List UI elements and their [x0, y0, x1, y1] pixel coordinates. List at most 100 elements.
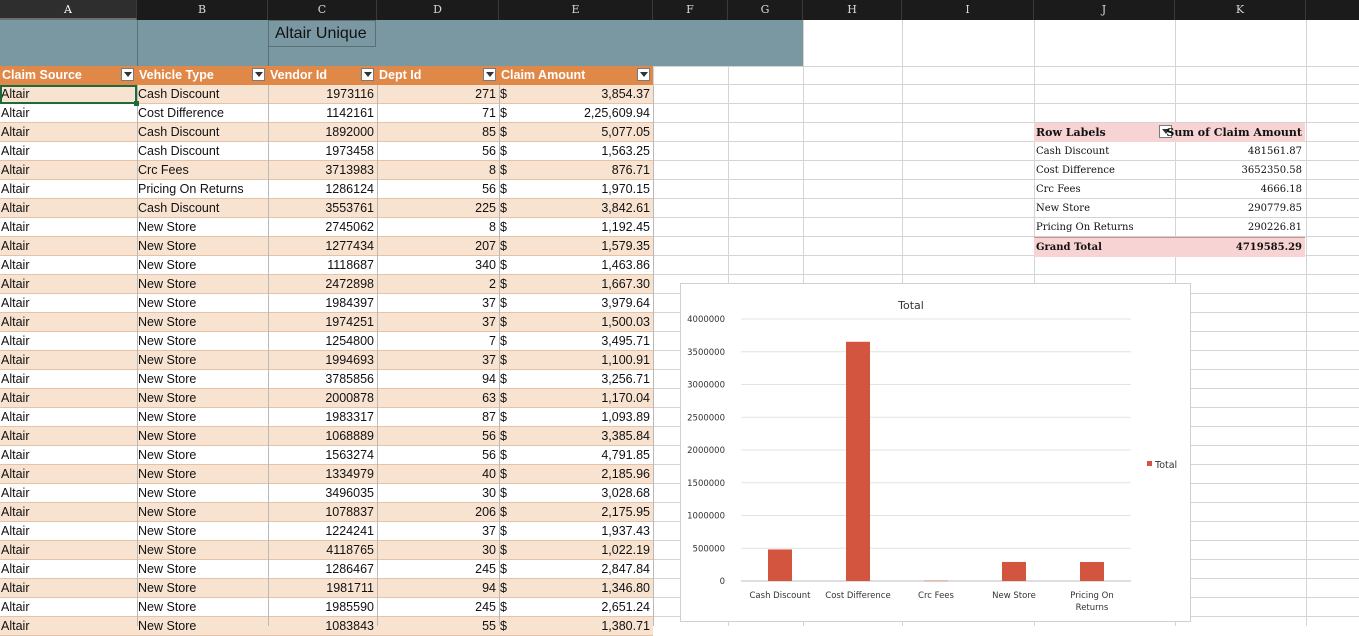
cell-claim-amount[interactable]: 1,463.86: [601, 258, 650, 272]
table-row[interactable]: Altair New Store 4118765 30 $1,022.19: [0, 541, 653, 560]
active-cell-selection[interactable]: [0, 85, 139, 106]
column-header-f[interactable]: F: [653, 0, 728, 20]
banner-title[interactable]: Altair Unique: [268, 20, 376, 47]
cell-currency[interactable]: $: [500, 581, 507, 595]
column-header-k[interactable]: K: [1175, 0, 1306, 20]
cell-dept-id[interactable]: 340: [475, 258, 496, 272]
cell-claim-amount[interactable]: 1,937.43: [601, 524, 650, 538]
cell-currency[interactable]: $: [500, 220, 507, 234]
cell-currency[interactable]: $: [500, 562, 507, 576]
table-row[interactable]: Altair New Store 3785856 94 $3,256.71: [0, 370, 653, 389]
pivot-row-labels-header[interactable]: Row Labels: [1036, 126, 1106, 139]
chart-bar[interactable]: [1080, 561, 1104, 581]
table-row[interactable]: Altair Pricing On Returns 1286124 56 $1,970.…: [0, 180, 653, 199]
cell-vehicle-type[interactable]: Pricing On Returns: [138, 182, 244, 196]
cell-currency[interactable]: $: [500, 182, 507, 196]
table-row[interactable]: Altair Cash Discount 1973458 56 $1,563.25: [0, 142, 653, 161]
cell-dept-id[interactable]: 56: [482, 144, 496, 158]
cell-vehicle-type[interactable]: Cash Discount: [138, 87, 220, 101]
cell-currency[interactable]: $: [500, 448, 507, 462]
table-row[interactable]: Altair Cost Difference 1142161 71 $2,25,609.…: [0, 104, 653, 123]
cell-vehicle-type[interactable]: New Store: [138, 486, 197, 500]
cell-vehicle-type[interactable]: New Store: [138, 581, 197, 595]
cell-claim-source[interactable]: Altair: [1, 353, 30, 367]
table-row[interactable]: Altair New Store 1984397 37 $3,979.64: [0, 294, 653, 313]
cell-vehicle-type[interactable]: New Store: [138, 505, 197, 519]
cell-claim-source[interactable]: Altair: [1, 486, 30, 500]
cell-dept-id[interactable]: 271: [475, 87, 496, 101]
cell-claim-source[interactable]: Altair: [1, 410, 30, 424]
cell-vehicle-type[interactable]: New Store: [138, 258, 197, 272]
cell-vendor-id[interactable]: 1277434: [325, 239, 374, 253]
cell-claim-amount[interactable]: 1,579.35: [601, 239, 650, 253]
cell-claim-amount[interactable]: 4,791.85: [601, 448, 650, 462]
cell-claim-source[interactable]: Altair: [1, 467, 30, 481]
cell-currency[interactable]: $: [500, 429, 507, 443]
cell-vehicle-type[interactable]: Cash Discount: [138, 201, 220, 215]
cell-claim-amount[interactable]: 3,495.71: [601, 334, 650, 348]
table-row[interactable]: Altair New Store 1078837 206 $2,175.95: [0, 503, 653, 522]
cell-claim-source[interactable]: Altair: [1, 258, 30, 272]
pivot-row[interactable]: Pricing On Returns 290226.81: [1034, 218, 1305, 237]
cell-vehicle-type[interactable]: Cash Discount: [138, 144, 220, 158]
cell-dept-id[interactable]: 245: [475, 600, 496, 614]
cell-vendor-id[interactable]: 1994693: [325, 353, 374, 367]
header-claim-amount[interactable]: Claim Amount: [501, 68, 586, 82]
cell-dept-id[interactable]: 30: [482, 543, 496, 557]
cell-dept-id[interactable]: 56: [482, 429, 496, 443]
column-header-d[interactable]: D: [377, 0, 499, 20]
chart-bar[interactable]: [846, 341, 870, 581]
table-row[interactable]: Altair New Store 1563274 56 $4,791.85: [0, 446, 653, 465]
cell-claim-source[interactable]: Altair: [1, 315, 30, 329]
cell-vehicle-type[interactable]: New Store: [138, 239, 197, 253]
pivot-row[interactable]: Crc Fees 4666.18: [1034, 180, 1305, 199]
table-row[interactable]: Altair Crc Fees 3713983 8 $876.71: [0, 161, 653, 180]
table-row[interactable]: Altair New Store 1994693 37 $1,100.91: [0, 351, 653, 370]
table-row[interactable]: Altair New Store 1118687 340 $1,463.86: [0, 256, 653, 275]
cell-vehicle-type[interactable]: New Store: [138, 334, 197, 348]
cell-currency[interactable]: $: [500, 277, 507, 291]
cell-currency[interactable]: $: [500, 239, 507, 253]
table-row[interactable]: Altair New Store 2472898 2 $1,667.30: [0, 275, 653, 294]
cell-claim-amount[interactable]: 1,563.25: [601, 144, 650, 158]
cell-vendor-id[interactable]: 1286467: [325, 562, 374, 576]
cell-vendor-id[interactable]: 1254800: [325, 334, 374, 348]
cell-claim-source[interactable]: Altair: [1, 448, 30, 462]
chart-bar[interactable]: [1002, 561, 1026, 581]
cell-dept-id[interactable]: 56: [482, 182, 496, 196]
cell-currency[interactable]: $: [500, 353, 507, 367]
cell-vehicle-type[interactable]: New Store: [138, 467, 197, 481]
column-header-g[interactable]: G: [728, 0, 803, 20]
table-row[interactable]: Altair New Store 1083843 55 $1,380.71: [0, 617, 653, 636]
cell-vendor-id[interactable]: 1892000: [325, 125, 374, 139]
cell-claim-amount[interactable]: 1,022.19: [601, 543, 650, 557]
cell-vehicle-type[interactable]: New Store: [138, 543, 197, 557]
cell-claim-source[interactable]: Altair: [1, 125, 30, 139]
cell-claim-amount[interactable]: 1,100.91: [601, 353, 650, 367]
table-row[interactable]: Altair New Store 1224241 37 $1,937.43: [0, 522, 653, 541]
cell-claim-source[interactable]: Altair: [1, 239, 30, 253]
pivot-filter-icon[interactable]: [1159, 125, 1172, 138]
cell-claim-source[interactable]: Altair: [1, 220, 30, 234]
filter-dropdown-icon[interactable]: [483, 68, 496, 81]
cell-dept-id[interactable]: 37: [482, 524, 496, 538]
cell-dept-id[interactable]: 8: [489, 163, 496, 177]
cell-dept-id[interactable]: 94: [482, 372, 496, 386]
cell-currency[interactable]: $: [500, 524, 507, 538]
column-header-j[interactable]: J: [1034, 0, 1175, 20]
chart-bar[interactable]: [768, 549, 792, 581]
cell-claim-amount[interactable]: 3,842.61: [601, 201, 650, 215]
table-row[interactable]: Altair New Store 1254800 7 $3,495.71: [0, 332, 653, 351]
cell-currency[interactable]: $: [500, 258, 507, 272]
cell-vehicle-type[interactable]: New Store: [138, 562, 197, 576]
cell-vendor-id[interactable]: 1983317: [325, 410, 374, 424]
cell-dept-id[interactable]: 7: [489, 334, 496, 348]
cell-claim-source[interactable]: Altair: [1, 562, 30, 576]
cell-claim-amount[interactable]: 2,651.24: [601, 600, 650, 614]
cell-claim-amount[interactable]: 1,192.45: [601, 220, 650, 234]
cell-dept-id[interactable]: 87: [482, 410, 496, 424]
cell-vendor-id[interactable]: 1563274: [325, 448, 374, 462]
cell-vehicle-type[interactable]: New Store: [138, 296, 197, 310]
cell-vehicle-type[interactable]: New Store: [138, 277, 197, 291]
chart-bar[interactable]: [924, 580, 948, 582]
